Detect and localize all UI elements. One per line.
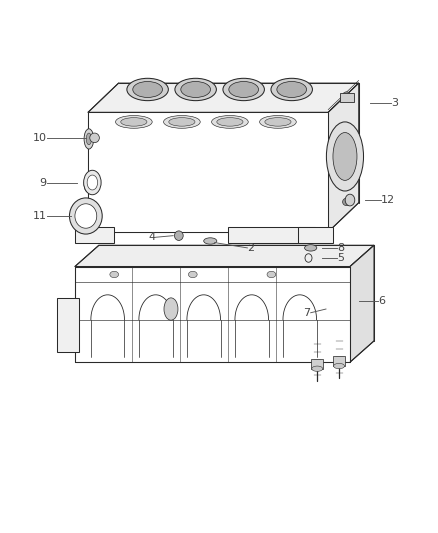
Text: 5: 5 [337, 253, 344, 263]
Text: 10: 10 [32, 133, 46, 143]
Ellipse shape [86, 179, 92, 189]
Ellipse shape [345, 194, 355, 206]
Polygon shape [88, 83, 359, 112]
Ellipse shape [217, 118, 243, 126]
Ellipse shape [343, 92, 350, 99]
Ellipse shape [260, 116, 296, 128]
Polygon shape [297, 227, 332, 243]
Text: 6: 6 [378, 296, 385, 306]
Text: 7: 7 [304, 308, 311, 318]
Text: 9: 9 [39, 177, 46, 188]
Ellipse shape [169, 118, 195, 126]
Polygon shape [88, 112, 328, 232]
Text: 4: 4 [148, 232, 155, 243]
Ellipse shape [271, 78, 312, 101]
Polygon shape [228, 227, 315, 243]
Ellipse shape [121, 118, 147, 126]
Ellipse shape [229, 82, 258, 98]
Ellipse shape [133, 82, 162, 98]
Ellipse shape [334, 364, 345, 369]
Ellipse shape [212, 116, 248, 128]
Ellipse shape [174, 231, 183, 240]
Ellipse shape [204, 238, 217, 244]
Ellipse shape [127, 78, 168, 101]
Text: 2: 2 [247, 243, 254, 253]
Ellipse shape [84, 175, 94, 192]
Ellipse shape [277, 82, 307, 98]
Ellipse shape [90, 133, 99, 143]
Ellipse shape [267, 271, 276, 278]
Ellipse shape [223, 78, 265, 101]
Text: 11: 11 [32, 211, 46, 221]
Ellipse shape [343, 198, 350, 206]
Polygon shape [333, 357, 345, 366]
Ellipse shape [188, 271, 197, 278]
Ellipse shape [265, 118, 291, 126]
Ellipse shape [304, 245, 317, 251]
Polygon shape [311, 359, 323, 369]
Ellipse shape [326, 122, 364, 191]
Polygon shape [75, 227, 114, 243]
Text: 12: 12 [381, 195, 395, 205]
Ellipse shape [164, 298, 178, 320]
Ellipse shape [116, 116, 152, 128]
Text: 3: 3 [392, 98, 399, 108]
Polygon shape [57, 298, 79, 352]
Ellipse shape [70, 198, 102, 234]
Ellipse shape [175, 78, 216, 101]
Polygon shape [350, 245, 374, 362]
Ellipse shape [110, 271, 119, 278]
Polygon shape [328, 83, 359, 232]
Ellipse shape [84, 129, 94, 149]
Ellipse shape [181, 82, 211, 98]
Ellipse shape [333, 133, 357, 180]
Polygon shape [75, 245, 374, 266]
Ellipse shape [75, 204, 97, 228]
Polygon shape [340, 93, 354, 102]
Ellipse shape [312, 366, 323, 372]
Ellipse shape [87, 175, 98, 190]
Polygon shape [75, 266, 350, 362]
Text: 8: 8 [337, 243, 344, 253]
Ellipse shape [86, 133, 92, 145]
Ellipse shape [84, 170, 101, 195]
Ellipse shape [163, 116, 200, 128]
